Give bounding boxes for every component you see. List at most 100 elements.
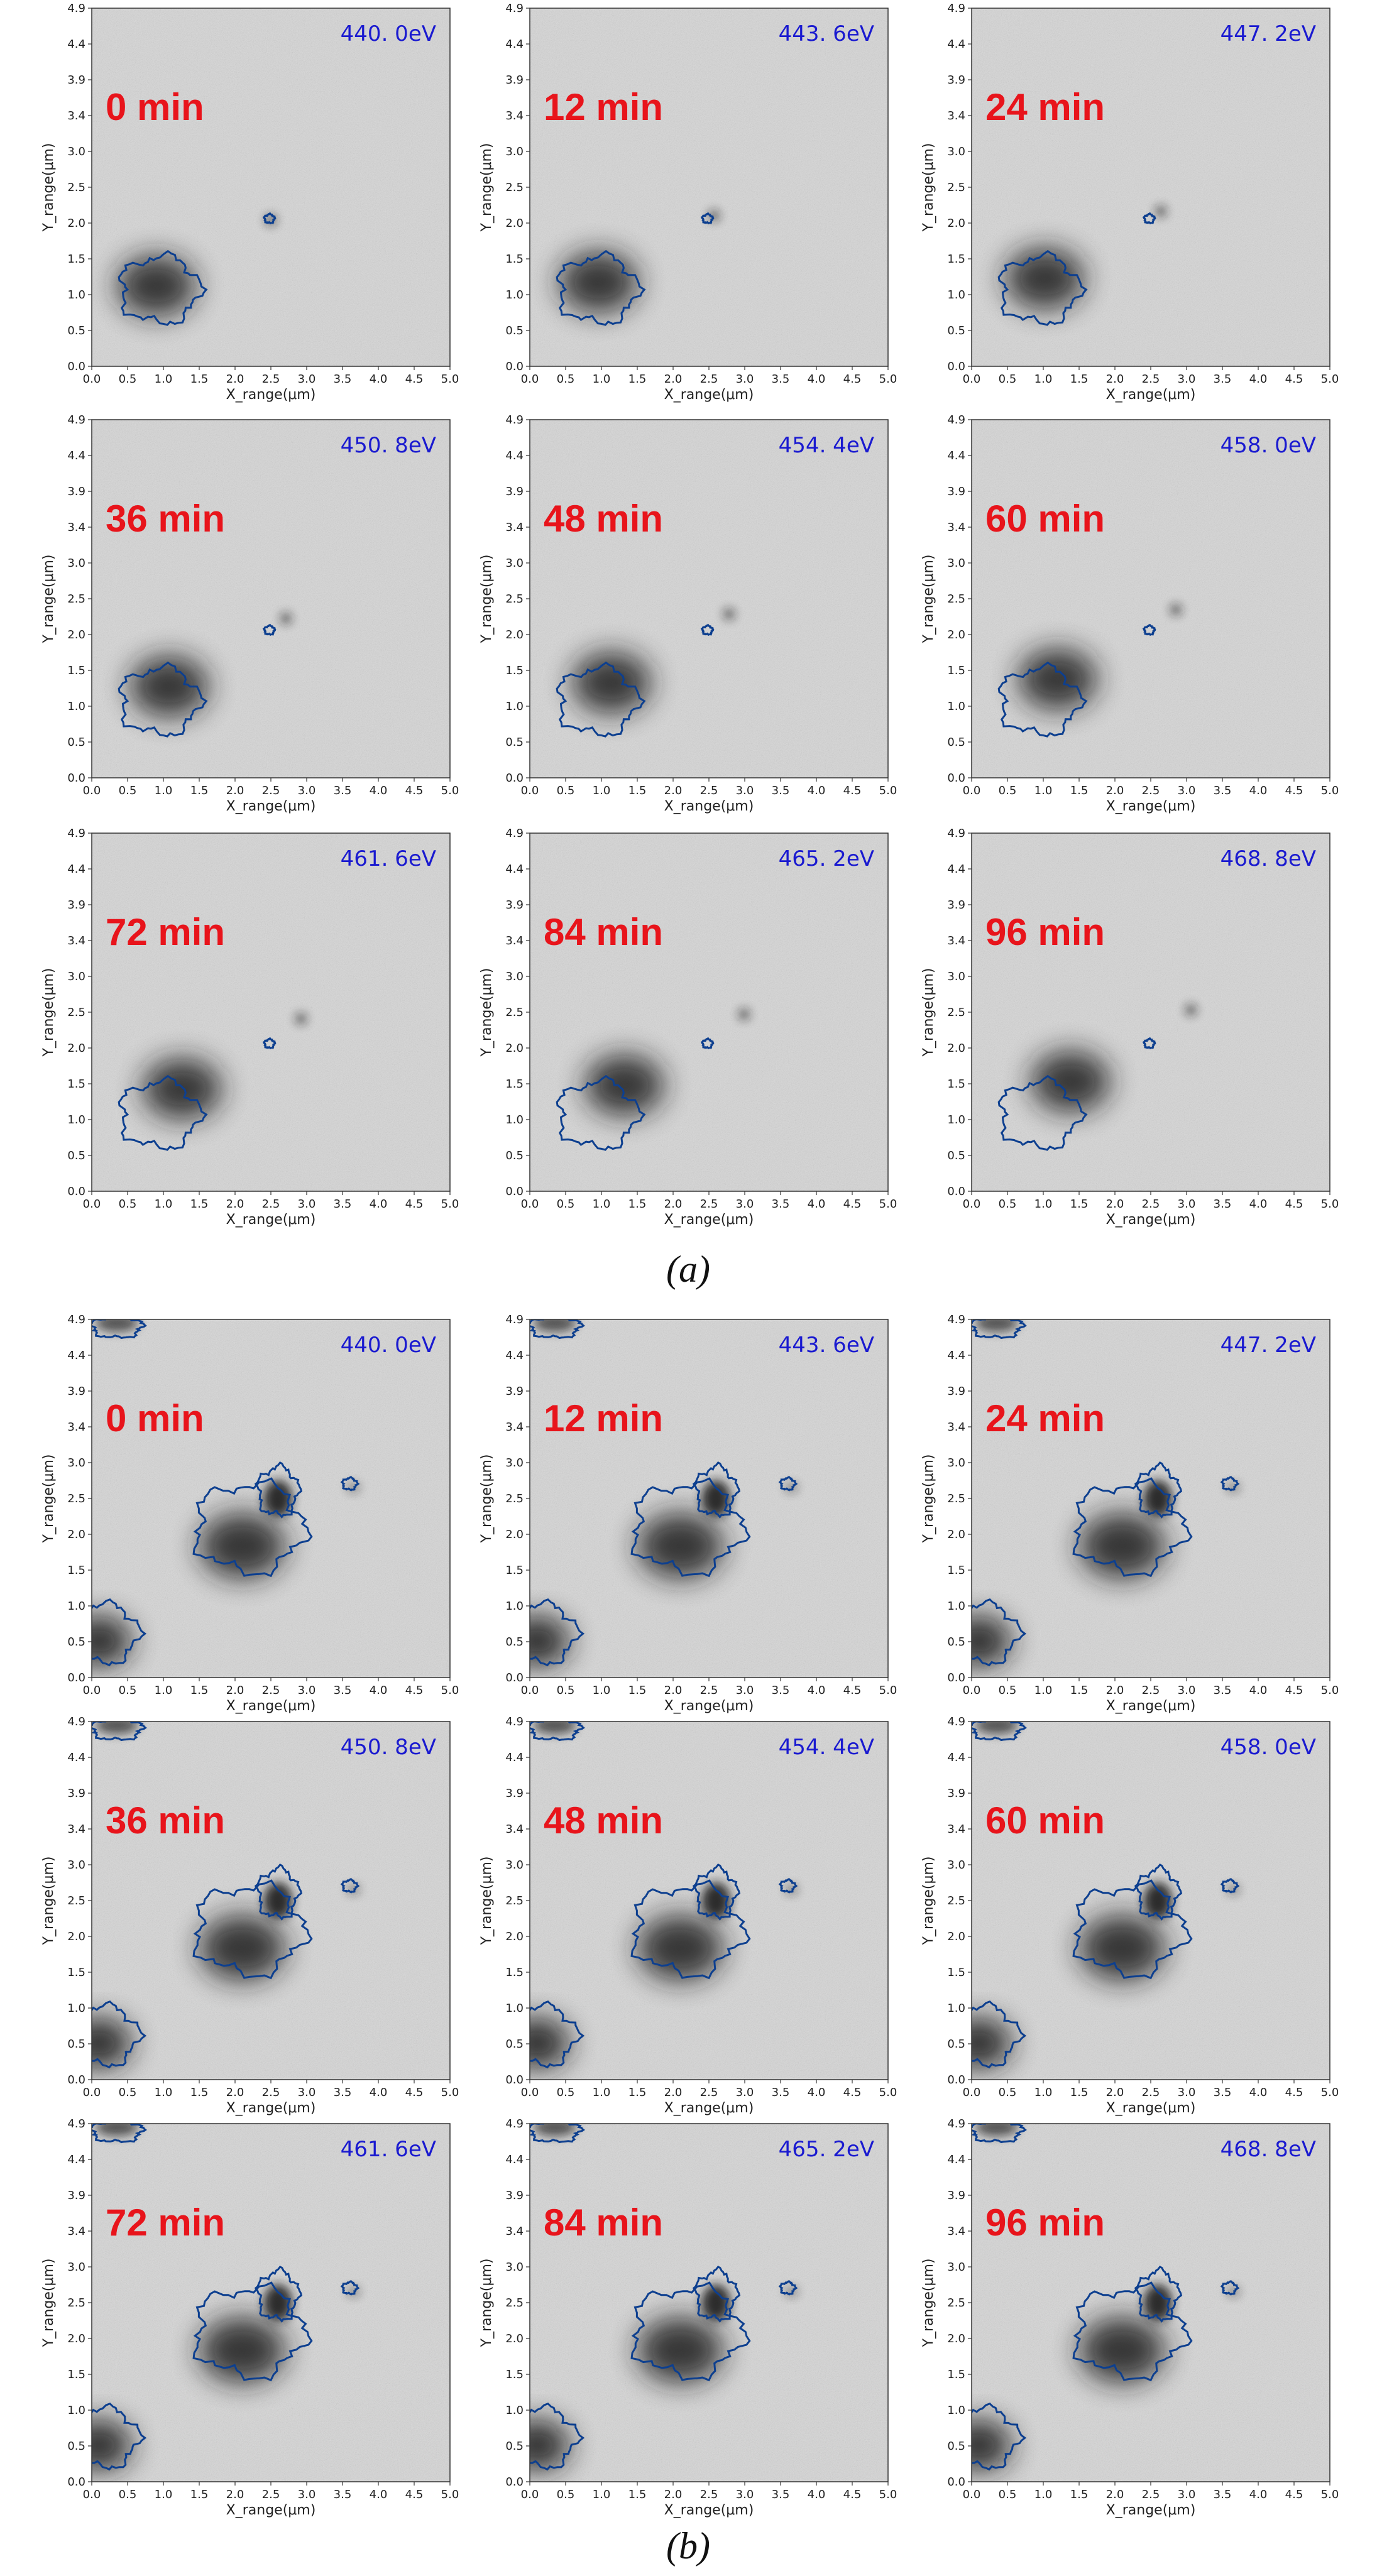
y-tick-label: 2.5 [947,181,965,194]
x-tick-label: 1.0 [593,373,611,386]
x-axis-label: X_range(μm) [664,387,754,403]
energy-label: 458. 0eV [1221,433,1316,458]
x-tick-label: 3.5 [334,784,352,797]
dark-region [975,2124,1019,2136]
y-tick-label: 4.4 [67,449,85,462]
contour [92,2124,147,2144]
x-tick-label: 1.5 [190,1198,209,1211]
x-tick-label: 4.5 [843,784,862,797]
contour [630,1477,751,1578]
y-tick-label: 2.0 [947,217,965,230]
x-tick-label: 2.0 [226,1198,244,1211]
x-tick-label: 1.0 [155,784,173,797]
x-tick-label: 0.0 [521,1198,539,1211]
contour [1072,2281,1193,2382]
y-tick-label: 4.4 [505,449,524,462]
y-tick-label: 0.0 [67,772,85,785]
contour [692,2265,741,2323]
contour [1134,1863,1183,1921]
x-tick-label: 1.5 [190,2488,209,2501]
x-tick-label: 0.5 [999,784,1017,797]
y-tick-label: 1.0 [505,2404,524,2417]
y-tick-label: 1.0 [505,1113,524,1127]
y-tick-label: 4.9 [947,413,965,427]
x-tick-label: 3.0 [1178,1198,1196,1211]
y-tick-label: 4.9 [505,2,524,15]
y-tick-label: 0.5 [505,2440,524,2453]
y-axis-label: Y_range(μm) [921,143,936,232]
dark-region [295,1013,306,1024]
dark-region [1143,1882,1173,1919]
y-tick-label: 2.5 [67,1894,85,1907]
contour [254,1863,303,1921]
energy-label: 443. 6eV [779,21,874,46]
x-tick-label: 4.5 [405,373,424,386]
x-tick-label: 0.5 [119,2488,137,2501]
x-tick-label: 1.5 [1070,1684,1089,1697]
y-axis-label: Y_range(μm) [479,2258,495,2347]
y-tick-label: 3.4 [947,109,965,123]
y-tick-label: 1.0 [67,288,85,302]
dark-region [92,1615,131,1667]
y-tick-label: 3.9 [505,2189,524,2202]
y-tick-label: 3.0 [505,1456,524,1470]
dark-region [533,2124,577,2136]
x-tick-label: 0.5 [557,2488,575,2501]
dark-region [637,1915,723,1981]
x-axis-label: X_range(μm) [226,1698,316,1714]
y-tick-label: 3.4 [505,2225,524,2238]
y-tick-label: 2.0 [505,1042,524,1055]
y-tick-label: 1.5 [505,664,524,677]
y-tick-label: 4.4 [505,1349,524,1362]
dark-region [92,2420,131,2471]
x-tick-label: 0.5 [119,2086,137,2099]
x-tick-label: 5.0 [1321,2488,1339,2501]
x-tick-label: 2.5 [1142,2086,1160,2099]
x-tick-label: 3.5 [1214,1198,1232,1211]
x-tick-label: 4.0 [1249,373,1268,386]
x-tick-label: 3.5 [772,2086,790,2099]
panel: 0.0 0.5 1.0 1.5 2.0 2.5 3.0 3.5 4.0 4.5 5.0 0.0 0.5 1… [479,827,897,1228]
y-tick-label: 2.5 [505,592,524,606]
x-tick-label: 2.0 [664,1684,683,1697]
contour [778,1476,798,1492]
x-tick-label: 2.0 [1106,373,1124,386]
x-tick-label: 4.5 [405,1198,424,1211]
y-tick-label: 3.0 [67,557,85,570]
contour [262,1037,277,1050]
x-tick-label: 2.0 [664,784,683,797]
y-tick-label: 0.0 [505,772,524,785]
x-tick-label: 1.0 [155,1198,173,1211]
y-tick-label: 3.4 [505,1421,524,1434]
y-tick-label: 3.4 [947,934,965,947]
contour [1072,1477,1193,1578]
y-tick-label: 4.9 [947,1313,965,1326]
x-tick-label: 2.5 [700,1684,718,1697]
y-tick-label: 4.9 [947,827,965,840]
image [530,1722,888,2080]
y-tick-label: 2.0 [505,217,524,230]
contour [530,1319,585,1340]
y-tick-label: 2.0 [947,2332,965,2345]
dark-region [199,2317,285,2383]
contour [556,1074,646,1151]
time-label: 36 min [106,498,225,540]
x-tick-label: 3.0 [1178,1684,1196,1697]
dark-region [263,1882,293,1919]
x-axis-label: X_range(μm) [664,2502,754,2518]
time-label: 60 min [985,1799,1105,1842]
x-tick-label: 0.5 [557,1198,575,1211]
x-tick-label: 0.0 [83,2488,101,2501]
time-label: 84 min [544,911,663,953]
y-tick-label: 2.0 [947,1042,965,1055]
y-tick-label: 4.9 [947,2,965,15]
contour [630,1879,751,1980]
y-tick-label: 1.0 [505,288,524,302]
contour [340,1878,360,1894]
x-tick-label: 3.5 [334,2488,352,2501]
y-tick-label: 2.0 [505,1528,524,1541]
x-tick-label: 3.5 [772,784,790,797]
x-tick-label: 2.0 [226,373,244,386]
x-tick-label: 1.0 [593,784,611,797]
y-tick-label: 4.4 [947,1349,965,1362]
